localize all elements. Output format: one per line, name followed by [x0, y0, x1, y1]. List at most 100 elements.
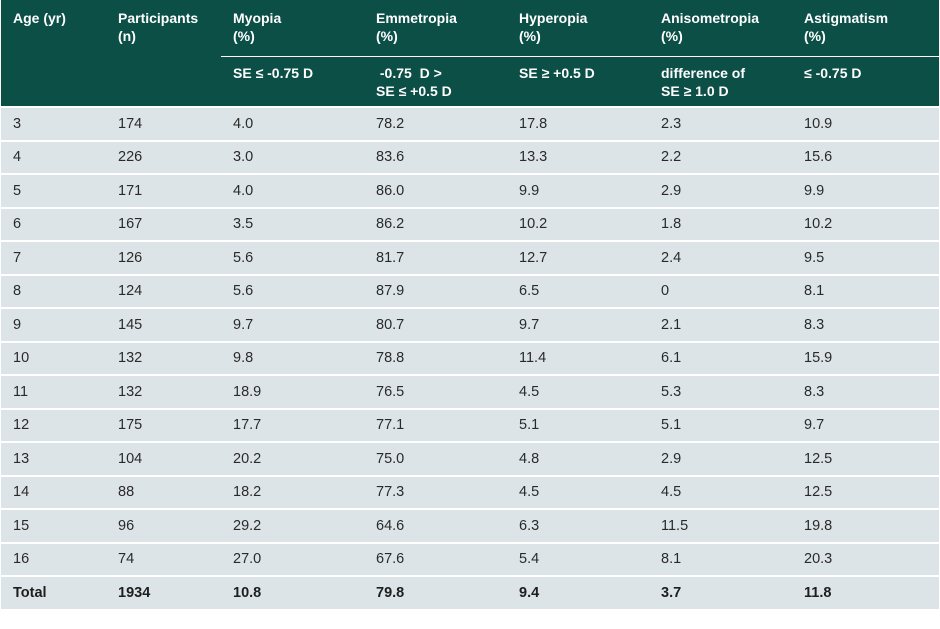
cell-hyperopia: 13.3 — [507, 139, 649, 173]
cell-participants: 88 — [106, 474, 221, 508]
cell-myopia: 17.7 — [221, 407, 364, 441]
cell-emmetropia: 77.3 — [364, 474, 507, 508]
header-anisometropia: Anisometropia (%) — [649, 0, 792, 56]
cell-emmetropia: 78.2 — [364, 106, 507, 140]
cell-myopia: 3.0 — [221, 139, 364, 173]
cell-anisometropia: 2.1 — [649, 307, 792, 341]
cell-emmetropia: 75.0 — [364, 441, 507, 475]
cell-anisometropia: 5.1 — [649, 407, 792, 441]
header-astigmatism: Astigmatism (%) — [792, 0, 939, 56]
cell-emmetropia: 67.6 — [364, 541, 507, 575]
cell-astigmatism: 9.7 — [792, 407, 939, 441]
cell-astigmatism: 10.9 — [792, 106, 939, 140]
cell-participants: 96 — [106, 508, 221, 542]
subheader-text: -0.75 D > SE ≤ +0.5 D — [376, 65, 452, 99]
cell-myopia: 9.7 — [221, 307, 364, 341]
cell-participants: 126 — [106, 240, 221, 274]
table-row: 13 104 20.2 75.0 4.8 2.9 12.5 — [1, 441, 939, 475]
cell-participants: 124 — [106, 273, 221, 307]
cell-emmetropia: 87.9 — [364, 273, 507, 307]
cell-astigmatism: 8.3 — [792, 307, 939, 341]
cell-hyperopia: 5.1 — [507, 407, 649, 441]
cell-anisometropia: 2.3 — [649, 106, 792, 140]
header-title: Anisometropia (%) — [661, 10, 760, 44]
cell-participants: 226 — [106, 139, 221, 173]
cell-astigmatism: 15.9 — [792, 340, 939, 374]
cell-astigmatism: 12.5 — [792, 441, 939, 475]
total-astigmatism: 11.8 — [792, 575, 939, 609]
table-row: 3 174 4.0 78.2 17.8 2.3 10.9 — [1, 106, 939, 140]
total-anisometropia: 3.7 — [649, 575, 792, 609]
cell-participants: 167 — [106, 206, 221, 240]
cell-participants: 174 — [106, 106, 221, 140]
cell-age: 7 — [1, 240, 106, 274]
cell-emmetropia: 86.0 — [364, 173, 507, 207]
header-title: Participants (n) — [118, 10, 199, 44]
cell-anisometropia: 2.2 — [649, 139, 792, 173]
cell-myopia: 5.6 — [221, 240, 364, 274]
header-title: Age (yr) — [13, 10, 66, 26]
table-row: 7 126 5.6 81.7 12.7 2.4 9.5 — [1, 240, 939, 274]
subheader-emmetropia: -0.75 D > SE ≤ +0.5 D — [364, 56, 507, 106]
cell-astigmatism: 9.5 — [792, 240, 939, 274]
table-header: Age (yr) Participants (n) Myopia (%) Emm… — [1, 0, 939, 106]
cell-astigmatism: 12.5 — [792, 474, 939, 508]
cell-age: 8 — [1, 273, 106, 307]
cell-age: 5 — [1, 173, 106, 207]
cell-hyperopia: 10.2 — [507, 206, 649, 240]
total-myopia: 10.8 — [221, 575, 364, 609]
cell-anisometropia: 0 — [649, 273, 792, 307]
header-hyperopia: Hyperopia (%) — [507, 0, 649, 56]
subheader-astigmatism: ≤ -0.75 D — [792, 56, 939, 106]
cell-emmetropia: 64.6 — [364, 508, 507, 542]
header-myopia: Myopia (%) — [221, 0, 364, 56]
cell-age: 15 — [1, 508, 106, 542]
cell-age: 6 — [1, 206, 106, 240]
cell-myopia: 4.0 — [221, 173, 364, 207]
cell-hyperopia: 4.5 — [507, 374, 649, 408]
cell-emmetropia: 78.8 — [364, 340, 507, 374]
cell-hyperopia: 9.7 — [507, 307, 649, 341]
table-row: 9 145 9.7 80.7 9.7 2.1 8.3 — [1, 307, 939, 341]
cell-hyperopia: 5.4 — [507, 541, 649, 575]
header-title: Myopia (%) — [233, 10, 282, 44]
table-row: 16 74 27.0 67.6 5.4 8.1 20.3 — [1, 541, 939, 575]
total-age: Total — [1, 575, 106, 609]
table-row: 8 124 5.6 87.9 6.5 0 8.1 — [1, 273, 939, 307]
cell-hyperopia: 4.8 — [507, 441, 649, 475]
subheader-text: difference of SE ≥ 1.0 D — [661, 65, 746, 99]
subheader-text: SE ≥ +0.5 D — [519, 65, 595, 81]
header-title: Astigmatism (%) — [804, 10, 889, 44]
subheader-hyperopia: SE ≥ +0.5 D — [507, 56, 649, 106]
total-row: Total 1934 10.8 79.8 9.4 3.7 11.8 — [1, 575, 939, 609]
cell-anisometropia: 2.4 — [649, 240, 792, 274]
cell-hyperopia: 17.8 — [507, 106, 649, 140]
cell-myopia: 18.2 — [221, 474, 364, 508]
cell-emmetropia: 86.2 — [364, 206, 507, 240]
cell-hyperopia: 6.5 — [507, 273, 649, 307]
table-body: 3 174 4.0 78.2 17.8 2.3 10.9 4 226 3.0 83.6 13.3 2.2… — [1, 106, 939, 609]
cell-anisometropia: 5.3 — [649, 374, 792, 408]
table-row: 14 88 18.2 77.3 4.5 4.5 12.5 — [1, 474, 939, 508]
cell-anisometropia: 6.1 — [649, 340, 792, 374]
cell-astigmatism: 8.3 — [792, 374, 939, 408]
cell-hyperopia: 12.7 — [507, 240, 649, 274]
table-row: 4 226 3.0 83.6 13.3 2.2 15.6 — [1, 139, 939, 173]
cell-myopia: 27.0 — [221, 541, 364, 575]
cell-age: 9 — [1, 307, 106, 341]
cell-hyperopia: 9.9 — [507, 173, 649, 207]
table-row: 5 171 4.0 86.0 9.9 2.9 9.9 — [1, 173, 939, 207]
cell-age: 10 — [1, 340, 106, 374]
cell-participants: 74 — [106, 541, 221, 575]
cell-anisometropia: 8.1 — [649, 541, 792, 575]
cell-hyperopia: 11.4 — [507, 340, 649, 374]
cell-myopia: 9.8 — [221, 340, 364, 374]
cell-anisometropia: 11.5 — [649, 508, 792, 542]
cell-myopia: 4.0 — [221, 106, 364, 140]
table-row: 12 175 17.7 77.1 5.1 5.1 9.7 — [1, 407, 939, 441]
cell-anisometropia: 2.9 — [649, 441, 792, 475]
cell-hyperopia: 4.5 — [507, 474, 649, 508]
header-emmetropia: Emmetropia (%) — [364, 0, 507, 56]
subheader-text: SE ≤ -0.75 D — [233, 65, 314, 81]
total-participants: 1934 — [106, 575, 221, 609]
